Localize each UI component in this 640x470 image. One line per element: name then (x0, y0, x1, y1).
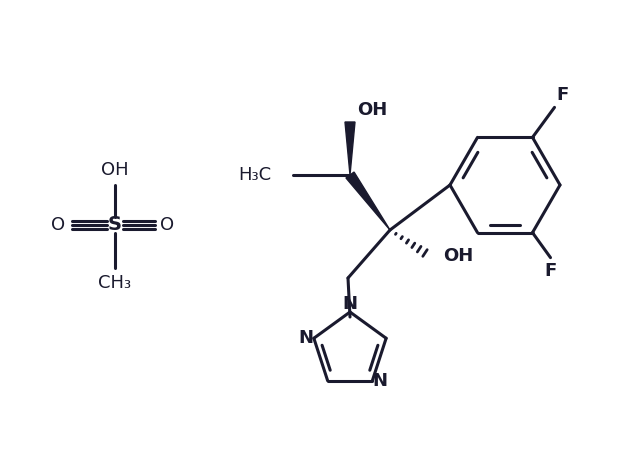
Text: O: O (160, 216, 174, 234)
Polygon shape (345, 122, 355, 175)
Text: OH: OH (357, 101, 387, 119)
Text: F: F (556, 86, 568, 104)
Text: N: N (373, 372, 388, 390)
Text: CH₃: CH₃ (99, 274, 132, 292)
Text: N: N (298, 329, 314, 347)
Text: H₃C: H₃C (238, 166, 271, 184)
Text: F: F (545, 262, 557, 280)
Text: N: N (342, 295, 358, 313)
Text: S: S (108, 216, 122, 235)
Text: OH: OH (101, 161, 129, 179)
Text: OH: OH (443, 247, 473, 265)
Polygon shape (346, 172, 390, 230)
Text: O: O (51, 216, 65, 234)
